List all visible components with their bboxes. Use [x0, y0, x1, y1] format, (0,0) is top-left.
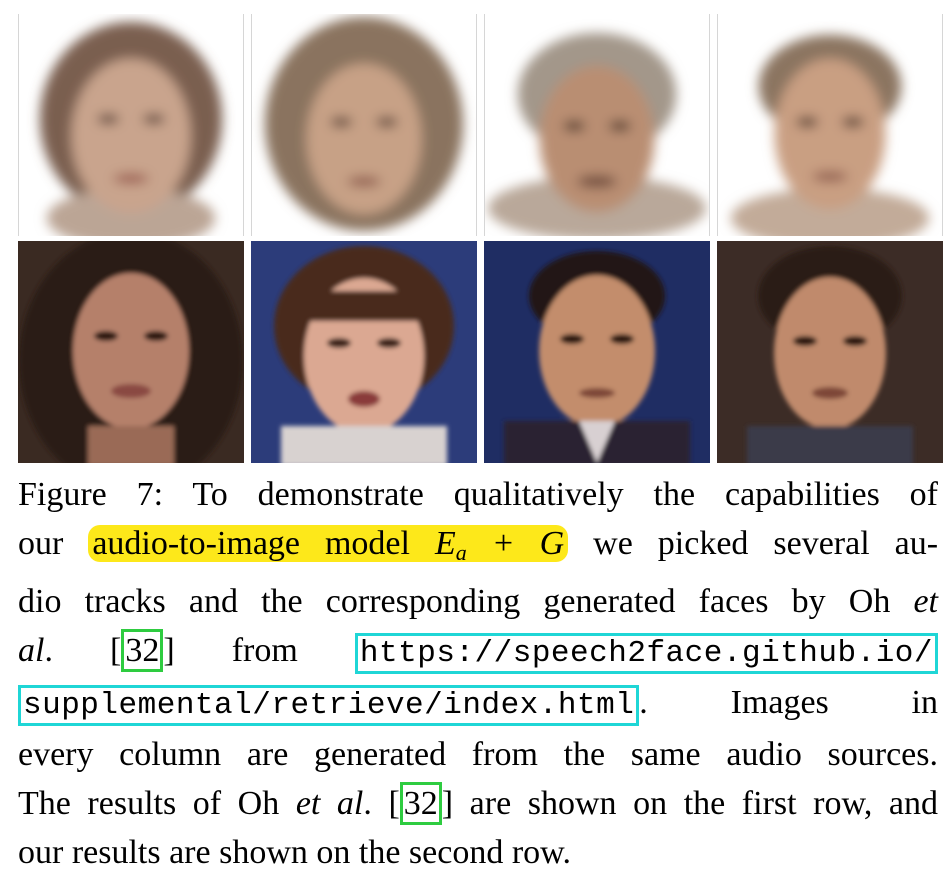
face-image	[251, 241, 477, 463]
caption-text: ] from	[163, 632, 298, 669]
blurred-face-image	[718, 14, 942, 236]
caption-text: . Images in	[639, 684, 938, 721]
citation-link[interactable]: 32	[121, 629, 164, 672]
highlight-text: audio-to-image model	[92, 525, 410, 562]
blurred-face-image	[485, 14, 709, 236]
our-results-row	[18, 241, 943, 463]
italic-text: et al	[295, 785, 364, 822]
our-face-3	[484, 241, 710, 463]
italic-text: al	[18, 632, 45, 669]
oh-face-2	[251, 14, 477, 236]
caption-text: The results of Oh	[18, 785, 280, 822]
blurred-face-image	[252, 14, 476, 236]
caption-text: To demonstrate qualitatively the capabil…	[192, 476, 939, 513]
math-E: E	[434, 525, 456, 562]
caption-line-6: every column are generated from the same…	[18, 730, 938, 779]
blurred-face-image	[19, 14, 243, 236]
caption-text: dio tracks and the corresponding generat…	[18, 583, 891, 620]
oh-results-row	[18, 14, 943, 236]
our-face-2	[251, 241, 477, 463]
caption-text: ] are shown on the first row, and	[441, 785, 938, 822]
our-face-4	[717, 241, 943, 463]
caption-line-5: supplemental/retrieve/index.html. Images…	[18, 678, 938, 730]
caption-text: . [	[363, 785, 400, 822]
face-image	[18, 241, 244, 463]
oh-face-3	[484, 14, 710, 236]
caption-line-8: our results are shown on the second row.	[18, 828, 938, 877]
figure-label: Figure 7:	[18, 476, 164, 513]
caption-line-4: al. [32] from https://speech2face.github…	[18, 626, 938, 678]
caption-line-2: our audio-to-image model Ea + G we picke…	[18, 519, 938, 577]
italic-text: et	[913, 583, 939, 620]
figure-caption: Figure 7: To demonstrate qualitatively t…	[18, 470, 938, 877]
caption-line-7: The results of Oh et al. [32] are shown …	[18, 779, 938, 828]
math-plus-G: + G	[491, 525, 565, 562]
caption-text: every column are generated from the same…	[18, 736, 938, 773]
caption-line-1: Figure 7: To demonstrate qualitatively t…	[18, 470, 938, 519]
highlighted-phrase: audio-to-image model Ea + G	[88, 525, 569, 565]
caption-text: . [	[44, 632, 122, 669]
url-link-part-2[interactable]: supplemental/retrieve/index.html	[18, 685, 640, 726]
caption-line-3: dio tracks and the corresponding generat…	[18, 577, 938, 626]
caption-text: we picked several au-	[593, 525, 939, 562]
math-subscript: a	[455, 540, 467, 565]
url-link-part-1[interactable]: https://speech2face.github.io/	[354, 633, 938, 674]
caption-text: our results are shown on the second row.	[18, 834, 571, 871]
citation-link[interactable]: 32	[399, 782, 442, 825]
our-face-1	[18, 241, 244, 463]
face-image	[484, 241, 710, 463]
oh-face-4	[717, 14, 943, 236]
face-image	[717, 241, 943, 463]
oh-face-1	[18, 14, 244, 236]
figure-image-grid	[18, 14, 943, 468]
caption-text: our	[18, 525, 64, 562]
